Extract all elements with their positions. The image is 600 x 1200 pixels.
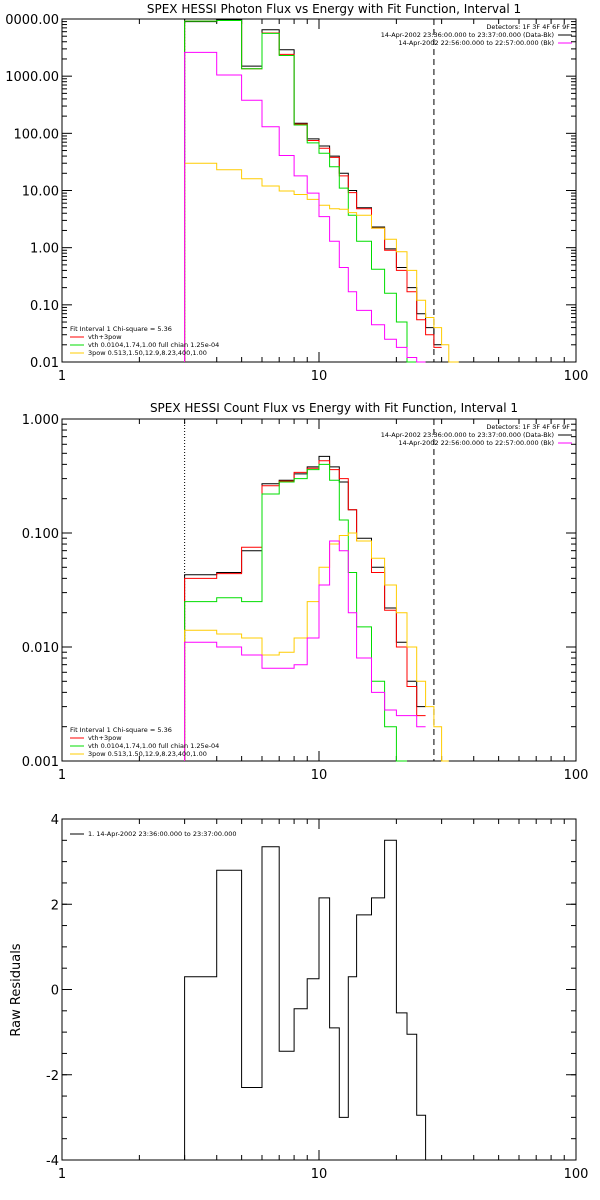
count-series xyxy=(184,455,449,762)
count-legend-fit: Fit Interval 1 Chi-square = 5.36 xyxy=(70,726,172,734)
count-flux-panel: SPEX HESSI Count Flux vs Energy with Fit… xyxy=(22,401,589,783)
residuals-plot-frame xyxy=(61,818,577,1161)
count-legend-detectors: Detectors: 1F 3F 4F 6F 9F xyxy=(486,423,570,431)
x-tick-label: 1 xyxy=(58,1167,66,1182)
series-vth-3pow xyxy=(184,460,426,761)
photon-legend-data-bk: 14-Apr-2002 23:36:00.000 to 23:37:00.000… xyxy=(381,31,554,39)
x-tick-label: 10 xyxy=(311,1167,328,1182)
photon-flux-panel: SPEX HESSI Photon Flux vs Energy with Fi… xyxy=(5,2,588,384)
count-legend-top: Detectors: 1F 3F 4F 6F 9F 14-Apr-2002 23… xyxy=(381,423,572,447)
y-tick-label: 0 xyxy=(51,984,59,999)
y-tick-label: 0.01 xyxy=(30,356,59,371)
y-tick-label: 10.00 xyxy=(22,185,59,200)
photon-legend-detectors: Detectors: 1F 3F 4F 6F 9F xyxy=(486,23,570,31)
x-tick-label: 1 xyxy=(58,768,66,783)
count-legend-vth: vth 0.0104,1.74,1.00 full chian 1.25e-04 xyxy=(88,742,219,750)
photon-plot-frame xyxy=(61,18,577,363)
y-tick-label: 0.010 xyxy=(22,641,59,656)
series-data-bk xyxy=(184,19,442,362)
series-data-bk xyxy=(184,455,426,761)
residuals-panel: Raw Residuals 1 10 100 -4 -2 0 2 4 1. 14-Apr-20… xyxy=(9,813,588,1182)
series-bk xyxy=(184,540,426,761)
count-flux-title: SPEX HESSI Count Flux vs Energy with Fit… xyxy=(150,401,518,415)
series-vth-3pow xyxy=(184,20,442,362)
series-3pow xyxy=(184,532,449,762)
y-tick-label: 2 xyxy=(51,898,59,913)
x-tick-label: 10 xyxy=(311,369,328,384)
photon-axes: 1 10 100 0.01 0.10 1.00 10.00 100.00 1000.00 0000… xyxy=(5,13,588,384)
count-axes: 1 10 100 0.001 0.010 0.100 1.000 xyxy=(22,413,589,783)
y-tick-label: 4 xyxy=(51,813,59,828)
series-bk xyxy=(184,51,426,363)
photon-legend-fit-name: vth+3pow xyxy=(88,333,122,341)
photon-series xyxy=(184,19,459,363)
residuals-legend: 1. 14-Apr-2002 23:36:00.000 to 23:37:00.… xyxy=(70,830,237,838)
series-1-14-apr-2002-23-36-00-000-to-23-37-00-000 xyxy=(184,839,434,1161)
y-tick-label: -2 xyxy=(46,1069,59,1084)
series-3pow xyxy=(184,162,459,363)
y-tick-label: 1000.00 xyxy=(5,70,59,85)
x-tick-label: 100 xyxy=(564,1167,589,1182)
photon-legend-vth: vth 0.0104,1.74,1.00 full chian 1.25e-04 xyxy=(88,341,219,349)
x-tick-label: 10 xyxy=(311,768,328,783)
count-legend-data-bk: 14-Apr-2002 23:36:00.000 to 23:37:00.000… xyxy=(381,431,554,439)
y-tick-label: 0.100 xyxy=(22,527,59,542)
series-vth xyxy=(184,463,407,762)
residuals-axes: 1 10 100 -4 -2 0 2 4 xyxy=(46,813,588,1182)
photon-legend-top: Detectors: 1F 3F 4F 6F 9F 14-Apr-2002 23… xyxy=(381,23,572,47)
photon-legend-bottom: Fit Interval 1 Chi-square = 5.36 vth+3po… xyxy=(70,325,219,357)
residuals-y-axis-label: Raw Residuals xyxy=(9,943,24,1036)
residuals-series xyxy=(184,839,434,1161)
photon-flux-title: SPEX HESSI Photon Flux vs Energy with Fi… xyxy=(147,2,521,16)
residuals-legend-label: 1. 14-Apr-2002 23:36:00.000 to 23:37:00.… xyxy=(88,830,237,838)
series-vth xyxy=(184,20,417,363)
count-legend-bk: 14-Apr-2002 22:56:00.000 to 22:57:00.000… xyxy=(398,439,554,447)
photon-legend-bk: 14-Apr-2002 22:56:00.000 to 22:57:00.000… xyxy=(398,39,554,47)
y-tick-label: 0000.00 xyxy=(5,13,59,28)
photon-legend-fit: Fit Interval 1 Chi-square = 5.36 xyxy=(70,325,172,333)
y-tick-label: 0.001 xyxy=(22,755,59,770)
y-tick-label: 0.10 xyxy=(30,299,59,314)
x-tick-label: 100 xyxy=(564,768,589,783)
y-tick-label: -4 xyxy=(46,1154,59,1169)
count-legend-fit-name: vth+3pow xyxy=(88,734,122,742)
photon-legend-3pow: 3pow 0.513,1.50,12.9,8.23,400,1.00 xyxy=(88,349,207,357)
count-legend-bottom: Fit Interval 1 Chi-square = 5.36 vth+3po… xyxy=(70,726,219,758)
y-tick-label: 1.00 xyxy=(30,242,59,257)
y-tick-label: 1.000 xyxy=(22,413,59,428)
x-tick-label: 1 xyxy=(58,369,66,384)
count-legend-3pow: 3pow 0.513,1.50,12.9,8.23,400,1.00 xyxy=(88,750,207,758)
y-tick-label: 100.00 xyxy=(14,127,60,142)
x-tick-label: 100 xyxy=(564,369,589,384)
